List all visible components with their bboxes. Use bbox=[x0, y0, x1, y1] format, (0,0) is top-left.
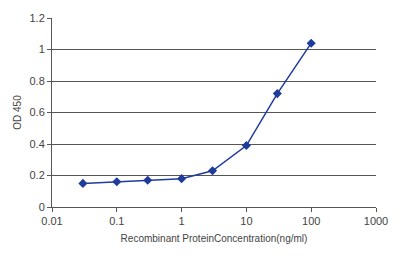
svg-text:0.1: 0.1 bbox=[109, 215, 124, 227]
svg-text:1: 1 bbox=[39, 43, 45, 55]
svg-text:1000: 1000 bbox=[364, 215, 388, 227]
svg-text:Recombinant ProteinConcentrati: Recombinant ProteinConcentration(ng/ml) bbox=[121, 233, 308, 244]
svg-text:0.01: 0.01 bbox=[41, 215, 62, 227]
svg-text:1.2: 1.2 bbox=[30, 12, 45, 24]
svg-text:100: 100 bbox=[302, 215, 320, 227]
svg-text:OD 450: OD 450 bbox=[12, 95, 23, 130]
svg-text:0.6: 0.6 bbox=[30, 106, 45, 118]
svg-text:0.4: 0.4 bbox=[30, 138, 45, 150]
svg-text:1: 1 bbox=[179, 215, 185, 227]
svg-text:10: 10 bbox=[240, 215, 252, 227]
svg-text:0.8: 0.8 bbox=[30, 75, 45, 87]
svg-text:0.2: 0.2 bbox=[30, 169, 45, 181]
svg-text:0: 0 bbox=[39, 201, 45, 213]
